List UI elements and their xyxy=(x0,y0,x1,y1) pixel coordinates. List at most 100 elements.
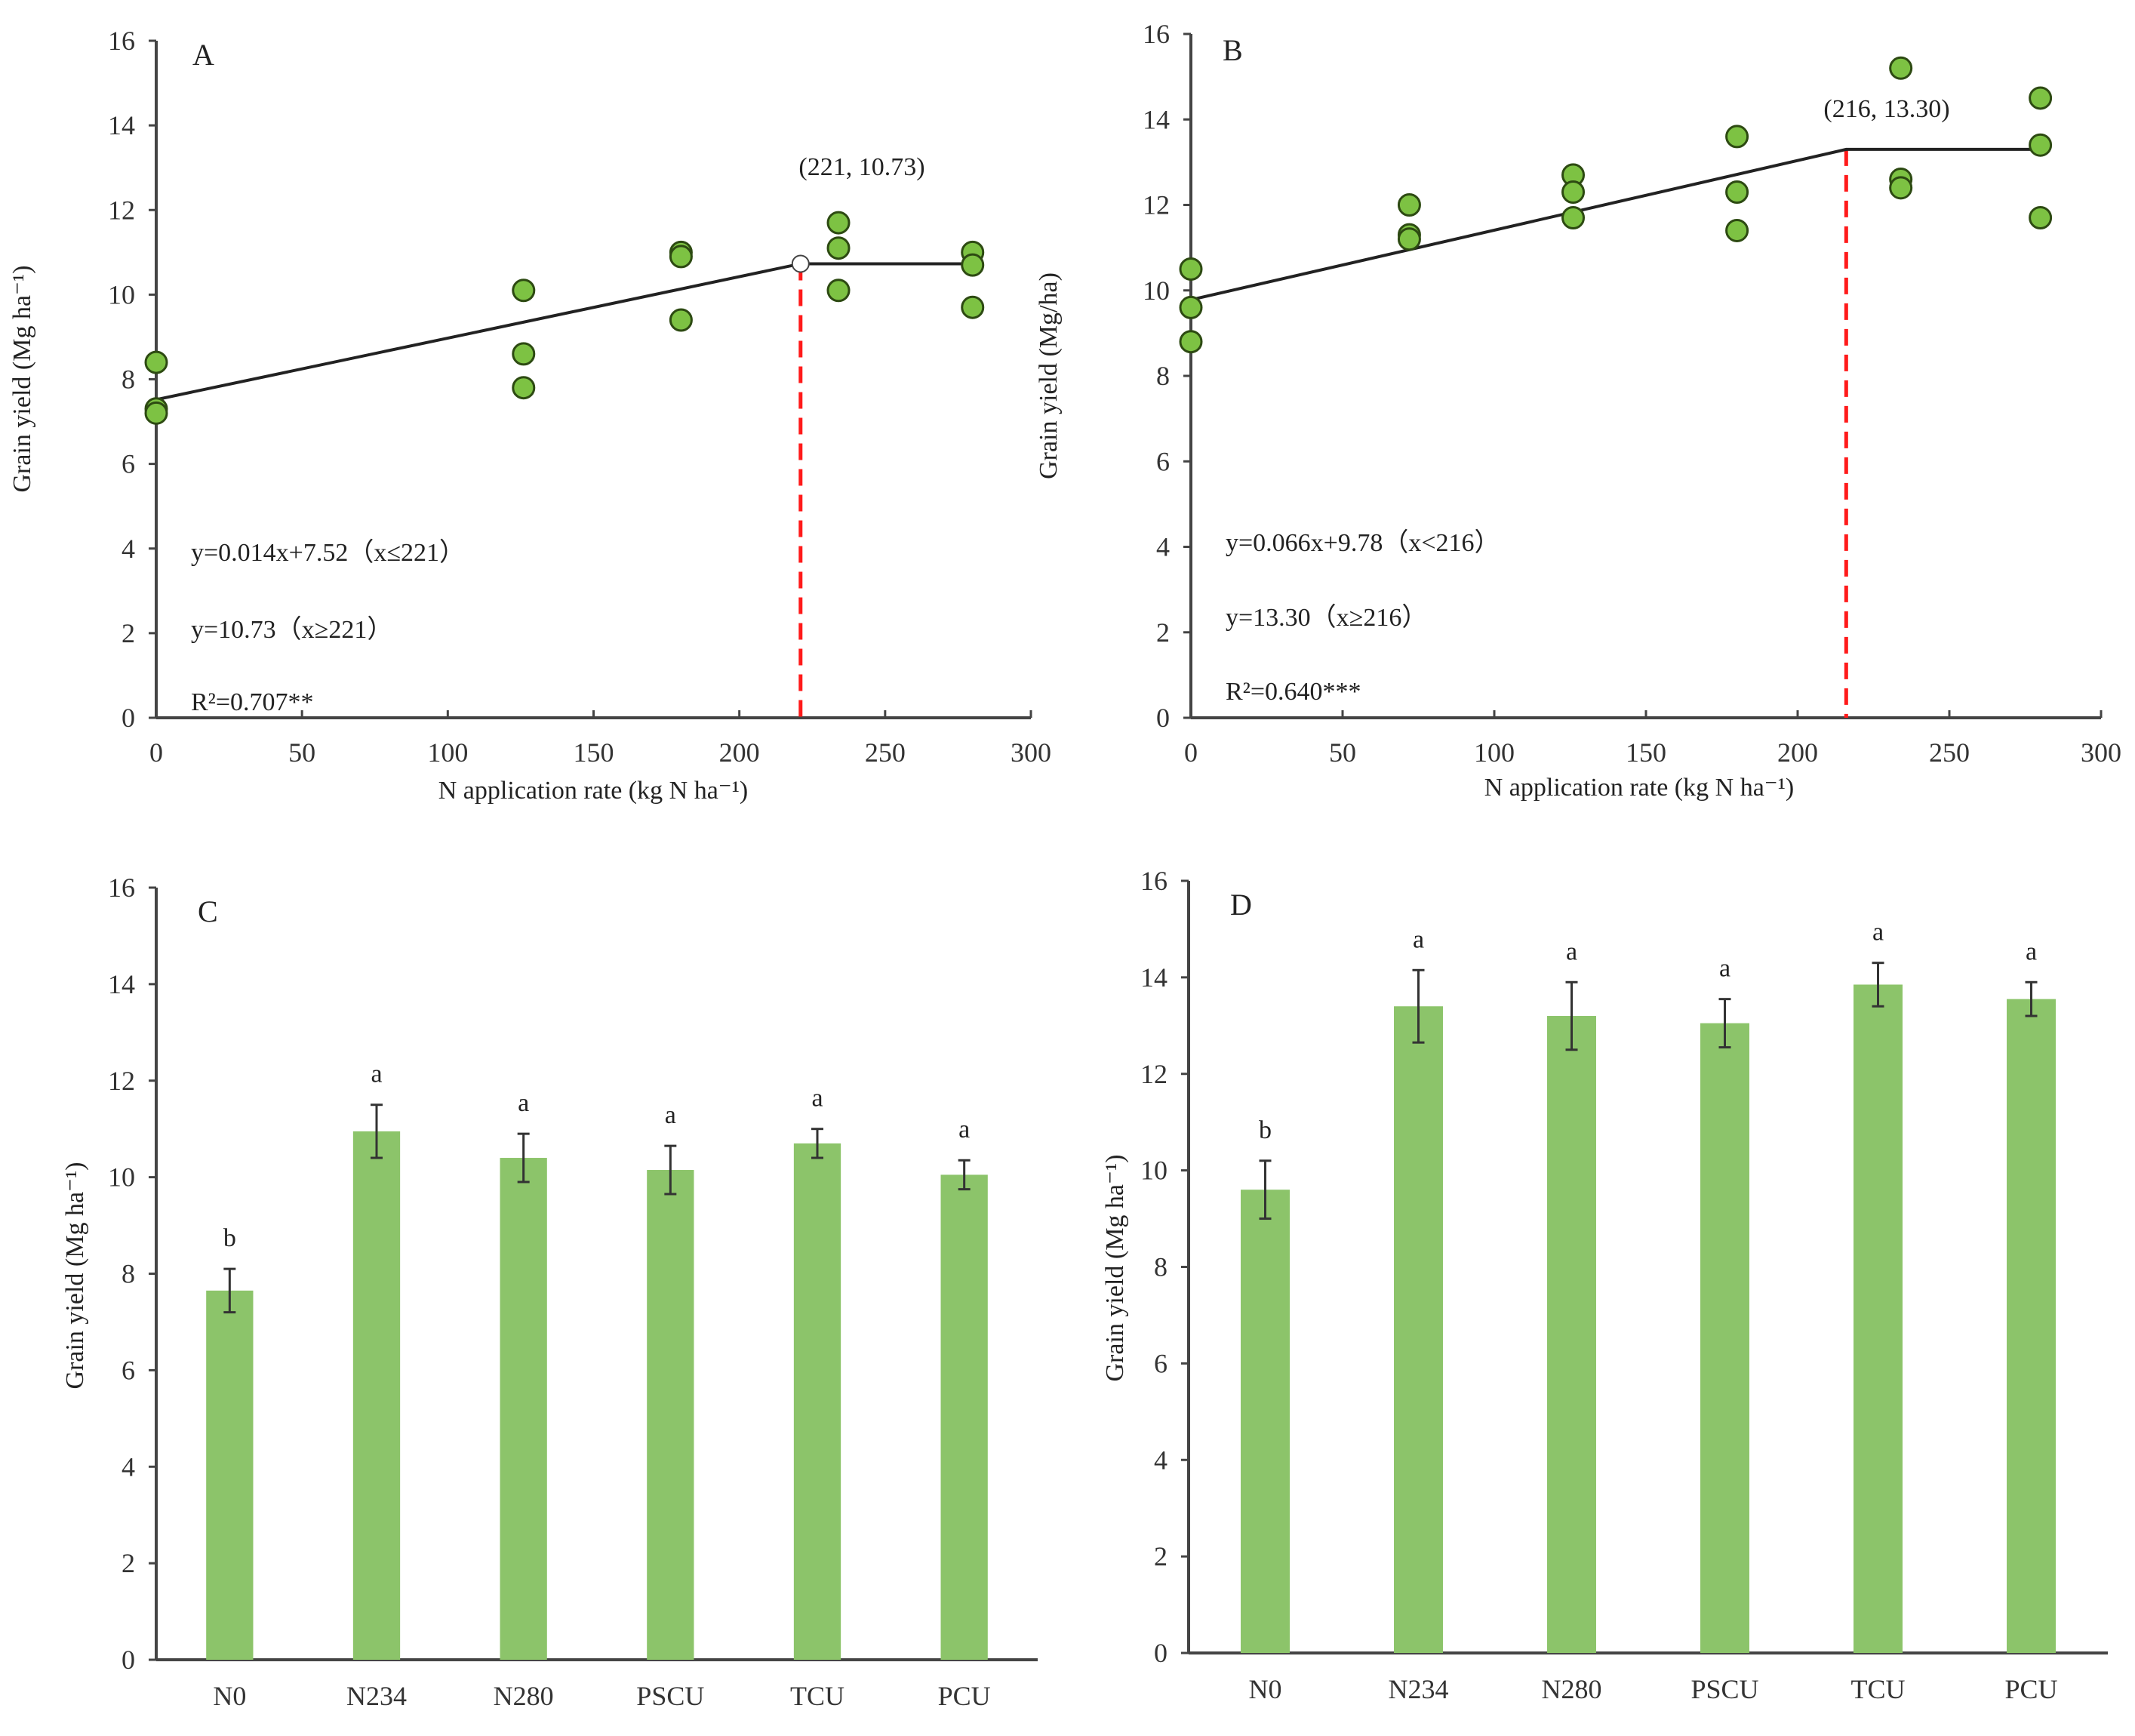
data-point xyxy=(961,295,985,319)
chart-panel-a: 0 2 4 6 8 10 12 14 16 Grain yield (Mg ha⁻¹) A 0 50 10… xyxy=(8,26,1051,805)
y-axis-title: Grain yield (Mg/ha) xyxy=(1035,272,1063,479)
x-tick-label: PCU xyxy=(2004,1674,2057,1704)
equation-label: y=13.30（x≥216） xyxy=(1226,603,1427,632)
x-tick-label: 100 xyxy=(1474,737,1515,768)
data-point xyxy=(669,308,693,332)
data-point xyxy=(1725,180,1749,205)
equation-label: y=0.014x+7.52（x≤221） xyxy=(191,538,465,567)
y-tick-label: 6 xyxy=(1154,1348,1167,1378)
x-tick-label: 300 xyxy=(1011,737,1051,768)
y-tick-label: 0 xyxy=(1156,703,1170,733)
x-tick-label: 200 xyxy=(1777,737,1818,768)
chart-panel-c: 0 2 4 6 8 10 12 14 16 Grain yield (Mg ha⁻¹) Cb N0 a N… xyxy=(61,873,1038,1711)
data-point xyxy=(961,253,985,277)
y-axis-title: Grain yield (Mg ha⁻¹) xyxy=(1101,1154,1129,1381)
x-tick-label: 0 xyxy=(1184,737,1198,768)
equation-label: R²=0.640*** xyxy=(1226,678,1361,706)
chart-panel-b: 0 2 4 6 8 10 12 14 16 Grain yield (Mg/ha) B 0 50 100 1… xyxy=(1035,19,2121,802)
x-tick-label: 50 xyxy=(288,737,315,768)
equation-label: y=0.066x+9.78（x<216） xyxy=(1226,528,1500,557)
y-tick-label: 16 xyxy=(1140,866,1167,896)
data-point xyxy=(512,342,536,366)
data-point xyxy=(2029,205,2053,229)
equation-label: y=10.73（x≥221） xyxy=(191,615,392,644)
data-point xyxy=(1561,205,1586,229)
bar xyxy=(1241,1190,1290,1653)
x-tick-label: 150 xyxy=(574,737,614,768)
y-tick-label: 4 xyxy=(1156,532,1170,562)
significance-letter: a xyxy=(2026,937,2037,965)
data-point xyxy=(2029,133,2053,157)
x-tick-label: 50 xyxy=(1329,737,1356,768)
x-tick-label: N280 xyxy=(494,1681,554,1711)
data-point xyxy=(826,279,851,303)
x-tick-label: TCU xyxy=(790,1681,844,1711)
data-point xyxy=(1397,227,1421,251)
significance-letter: b xyxy=(1259,1116,1272,1144)
data-point xyxy=(1397,193,1421,217)
y-tick-label: 14 xyxy=(1143,104,1170,134)
panel-label: B xyxy=(1223,33,1243,67)
y-tick-label: 4 xyxy=(122,1451,135,1482)
data-point xyxy=(1179,257,1203,281)
y-tick-label: 10 xyxy=(108,1162,135,1193)
y-tick-label: 2 xyxy=(1156,617,1170,648)
significance-letter: a xyxy=(958,1116,970,1143)
significance-letter: a xyxy=(811,1085,823,1113)
y-tick-label: 6 xyxy=(122,1355,135,1385)
data-point xyxy=(1179,295,1203,319)
y-tick-label: 14 xyxy=(108,110,135,140)
bar xyxy=(940,1174,988,1660)
bar xyxy=(1547,1016,1596,1653)
bar xyxy=(793,1143,841,1660)
equation-label: R²=0.707** xyxy=(191,688,314,716)
data-point xyxy=(669,245,693,269)
x-tick-label: 250 xyxy=(865,737,906,768)
x-tick-label: 300 xyxy=(2081,737,2121,768)
significance-letter: a xyxy=(1719,955,1730,983)
y-tick-label: 0 xyxy=(1154,1638,1167,1668)
bar xyxy=(1700,1023,1749,1653)
bar xyxy=(1854,984,1903,1653)
bar xyxy=(352,1131,401,1660)
significance-letter: a xyxy=(1872,919,1884,946)
fit-line xyxy=(155,262,973,402)
y-tick-label: 12 xyxy=(1143,190,1170,220)
bar xyxy=(1394,1006,1443,1653)
y-tick-label: 16 xyxy=(108,873,135,903)
y-tick-label: 2 xyxy=(1154,1541,1167,1571)
y-tick-label: 16 xyxy=(108,26,135,56)
y-tick-label: 16 xyxy=(1143,19,1170,49)
x-tick-label: 150 xyxy=(1626,737,1666,768)
bar xyxy=(647,1170,694,1660)
data-point xyxy=(144,350,168,374)
significance-letter: a xyxy=(1413,925,1424,953)
y-tick-label: 10 xyxy=(1143,275,1170,306)
x-tick-label: PCU xyxy=(938,1681,991,1711)
data-point xyxy=(1561,180,1586,205)
y-tick-label: 8 xyxy=(1154,1252,1167,1282)
significance-letter: a xyxy=(665,1101,676,1129)
panel-label: A xyxy=(192,38,214,72)
y-axis-title: Grain yield (Mg ha⁻¹) xyxy=(8,265,36,492)
data-point xyxy=(512,376,536,400)
breakpoint-label: (216, 13.30) xyxy=(1823,95,1949,123)
y-tick-label: 2 xyxy=(122,618,135,648)
data-point xyxy=(1179,330,1203,354)
breakpoint-label: (221, 10.73) xyxy=(798,153,924,181)
x-tick-label: 0 xyxy=(149,737,163,768)
chart-panel-d: 0 2 4 6 8 10 12 14 16 Grain yield (Mg ha⁻¹) Db N0 a N… xyxy=(1101,866,2108,1704)
x-tick-label: PSCU xyxy=(636,1681,704,1711)
bar xyxy=(206,1290,254,1660)
y-tick-label: 0 xyxy=(122,703,135,733)
y-tick-label: 6 xyxy=(122,449,135,479)
x-tick-label: 200 xyxy=(719,737,760,768)
data-point xyxy=(144,401,168,425)
panel-label: D xyxy=(1230,888,1252,922)
y-tick-label: 12 xyxy=(1140,1059,1167,1089)
x-tick-label: PSCU xyxy=(1690,1674,1758,1704)
x-axis-title: N application rate (kg N ha⁻¹) xyxy=(1484,774,1795,802)
x-tick-label: N234 xyxy=(1389,1674,1449,1704)
y-tick-label: 10 xyxy=(108,279,135,309)
y-tick-label: 14 xyxy=(108,969,135,999)
